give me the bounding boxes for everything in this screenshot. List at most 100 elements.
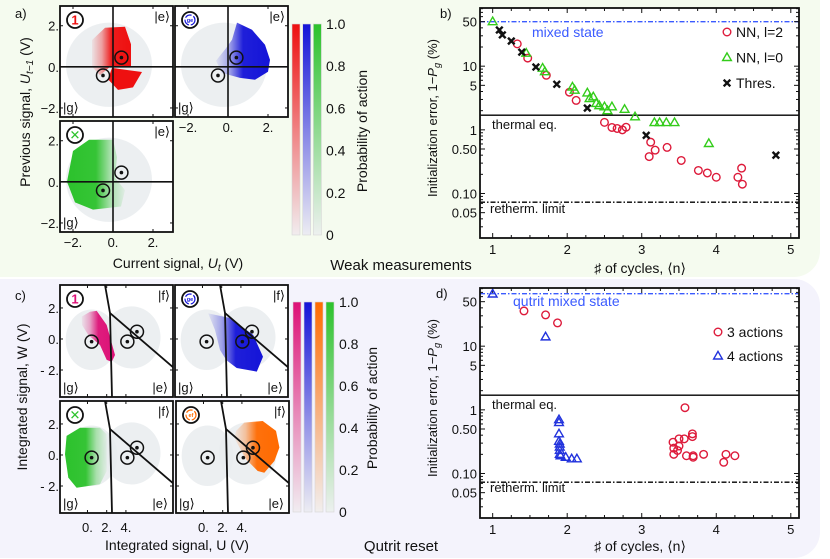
heatmap-content <box>65 285 173 397</box>
data-point <box>654 116 666 127</box>
panel-label-d: d) <box>436 286 448 301</box>
colorbar-tick-label: 0.8 <box>326 58 346 74</box>
state-marker-f <box>129 324 145 339</box>
state-label-top-right: |e⟩ <box>154 124 170 139</box>
series-nn-l-0 <box>487 15 715 148</box>
state-label-bottom-left: |g⟩ <box>178 380 194 395</box>
data-point <box>531 62 541 72</box>
state-marker-g <box>84 334 99 349</box>
identity-icon: 1 <box>66 290 84 308</box>
colorbar-title: Probability of action <box>364 347 380 469</box>
state-label-bottom-left: |g⟩ <box>63 215 79 230</box>
colorbar-tick-label: 0.2 <box>339 462 359 478</box>
data-point <box>674 441 684 451</box>
x-axis-label-var: U <box>208 255 219 271</box>
y-tick-label: 2. <box>48 301 59 316</box>
heatmap-panel-c4-pi-pulse-ef: ef |f⟩ |g⟩ |e⟩ 0. 2. 4. <box>175 400 290 535</box>
reference-line-label-2: thermal eq. <box>492 397 557 412</box>
y-axis-label-a-unit: (V) <box>17 37 33 60</box>
identity-icon: 1 <box>66 11 84 29</box>
reference-line-label-2: thermal eq. <box>492 117 557 132</box>
no-action-icon: ✕ <box>66 406 84 424</box>
panel-frame <box>59 284 174 398</box>
state-label-bottom-right: |e⟩ <box>152 496 168 511</box>
y-axis-label-d: Initialization error, 1−Pg (%) <box>425 319 442 477</box>
heatmap-content <box>180 285 288 397</box>
colorbar-strip-3 <box>314 301 324 513</box>
data-point <box>569 84 581 94</box>
icon-glyph: ✕ <box>70 128 81 143</box>
data-point <box>571 452 583 463</box>
x-axis-label-text: Current signal, <box>113 255 208 271</box>
state-marker-g <box>199 334 214 349</box>
data-point <box>552 80 561 89</box>
data-point <box>642 131 651 140</box>
legend-item: Thres. <box>722 75 776 91</box>
panel-frame <box>59 5 174 118</box>
reference-line-label-1: qutrit mixed state <box>513 293 620 309</box>
x-tick-label: 5 <box>787 242 794 257</box>
x-tick-label: 5 <box>787 522 794 537</box>
colorbar-strip-2 <box>302 23 312 236</box>
x-tick-label: 2. <box>101 520 112 535</box>
data-point <box>737 179 747 189</box>
heatmap-content <box>181 401 289 513</box>
series-3-actions <box>519 306 740 467</box>
heatmap-panel-a3-no-action: ✕ |e⟩ |g⟩ −2. 0. 2. −2. 0. 2. <box>41 120 174 250</box>
heatmap-panel-c3-no-action: ✕ |f⟩ |g⟩ |e⟩ 0. 2. 4. - 2. 0. 2. <box>40 400 174 535</box>
data-point <box>662 142 672 152</box>
colorbar-tick-label: 1.0 <box>326 16 346 32</box>
legend-label: 3 actions <box>727 324 783 340</box>
data-point <box>598 100 611 111</box>
legend-marker <box>722 78 732 88</box>
x-tick-label: 2. <box>217 520 228 535</box>
legend-item: NN, l=0 <box>721 50 783 66</box>
x-axis-label-b: ♯ of cycles, ⟨n⟩ <box>594 260 686 276</box>
reference-line-label-3: retherm. limit <box>490 480 566 495</box>
x-tick-label: 2. <box>263 120 274 135</box>
icon-glyph: ✕ <box>70 408 81 423</box>
legend-item: 3 actions <box>713 324 783 340</box>
legend-label: NN, l=0 <box>736 50 783 66</box>
heatmap-panel-a2-pi-pulse: ge |e⟩ |g⟩ −2. 0. 2. <box>174 5 289 135</box>
y-axis-label-d-variable: P <box>425 348 440 357</box>
legend-item: NN, l=2 <box>722 24 783 40</box>
colorbar-tick-label: 1.0 <box>339 294 359 310</box>
series-4-actions <box>487 287 583 463</box>
pi-pulse-icon: ge <box>181 11 199 29</box>
y-tick-label: −2. <box>41 101 59 116</box>
data-point <box>676 155 686 165</box>
reference-line-label-3: retherm. limit <box>490 201 566 216</box>
y-tick-label: 0. <box>48 448 59 463</box>
data-point <box>680 403 690 413</box>
y-axis-label-c-text: Integrated signal, W (V) <box>14 323 30 470</box>
state-marker-g <box>95 68 111 83</box>
x-tick-label: −2. <box>64 235 82 250</box>
heatmap-panel-c2-pi-pulse-ge: ge |f⟩ |g⟩ |e⟩ <box>174 284 289 398</box>
y-tick-label: 0.50 <box>452 142 477 157</box>
heatmap-panel-c1-identity: 1 |f⟩ |g⟩ |e⟩ - 2. 0. 2. <box>40 284 174 398</box>
y-tick-label: 1 <box>470 123 477 138</box>
colorbar-tick-label: 0 <box>326 227 334 243</box>
state-label-bottom-left: |g⟩ <box>179 496 195 511</box>
state-marker-e <box>114 50 129 65</box>
data-point <box>495 25 504 35</box>
decision-boundary <box>109 428 173 484</box>
colorbar-a: 1.0 0.8 0.6 0.4 0.2 0 Probability of action <box>291 16 370 243</box>
data-point <box>553 416 565 427</box>
heatmap-content <box>175 6 288 117</box>
state-marker-f <box>129 440 145 455</box>
y-tick-label: 10 <box>463 59 477 74</box>
scatter-plot-d: d) qutrit mixed state thermal eq. retherm. … <box>425 286 800 554</box>
y-axis-label-c: Integrated signal, W (V) <box>14 323 30 470</box>
x-tick-label: 1 <box>489 242 496 257</box>
panel-label-a: a) <box>15 6 27 21</box>
y-axis-label-a: Previous signal, Ut−1 (V) <box>17 37 36 187</box>
data-point <box>730 451 740 461</box>
y-axis-label-a-variable: U <box>17 73 33 84</box>
data-point <box>660 116 672 127</box>
icon-glyph: ge <box>187 18 193 24</box>
state-marker-e <box>120 450 135 465</box>
state-marker-e <box>236 450 251 465</box>
y-axis-label-b-variable: P <box>425 68 440 77</box>
